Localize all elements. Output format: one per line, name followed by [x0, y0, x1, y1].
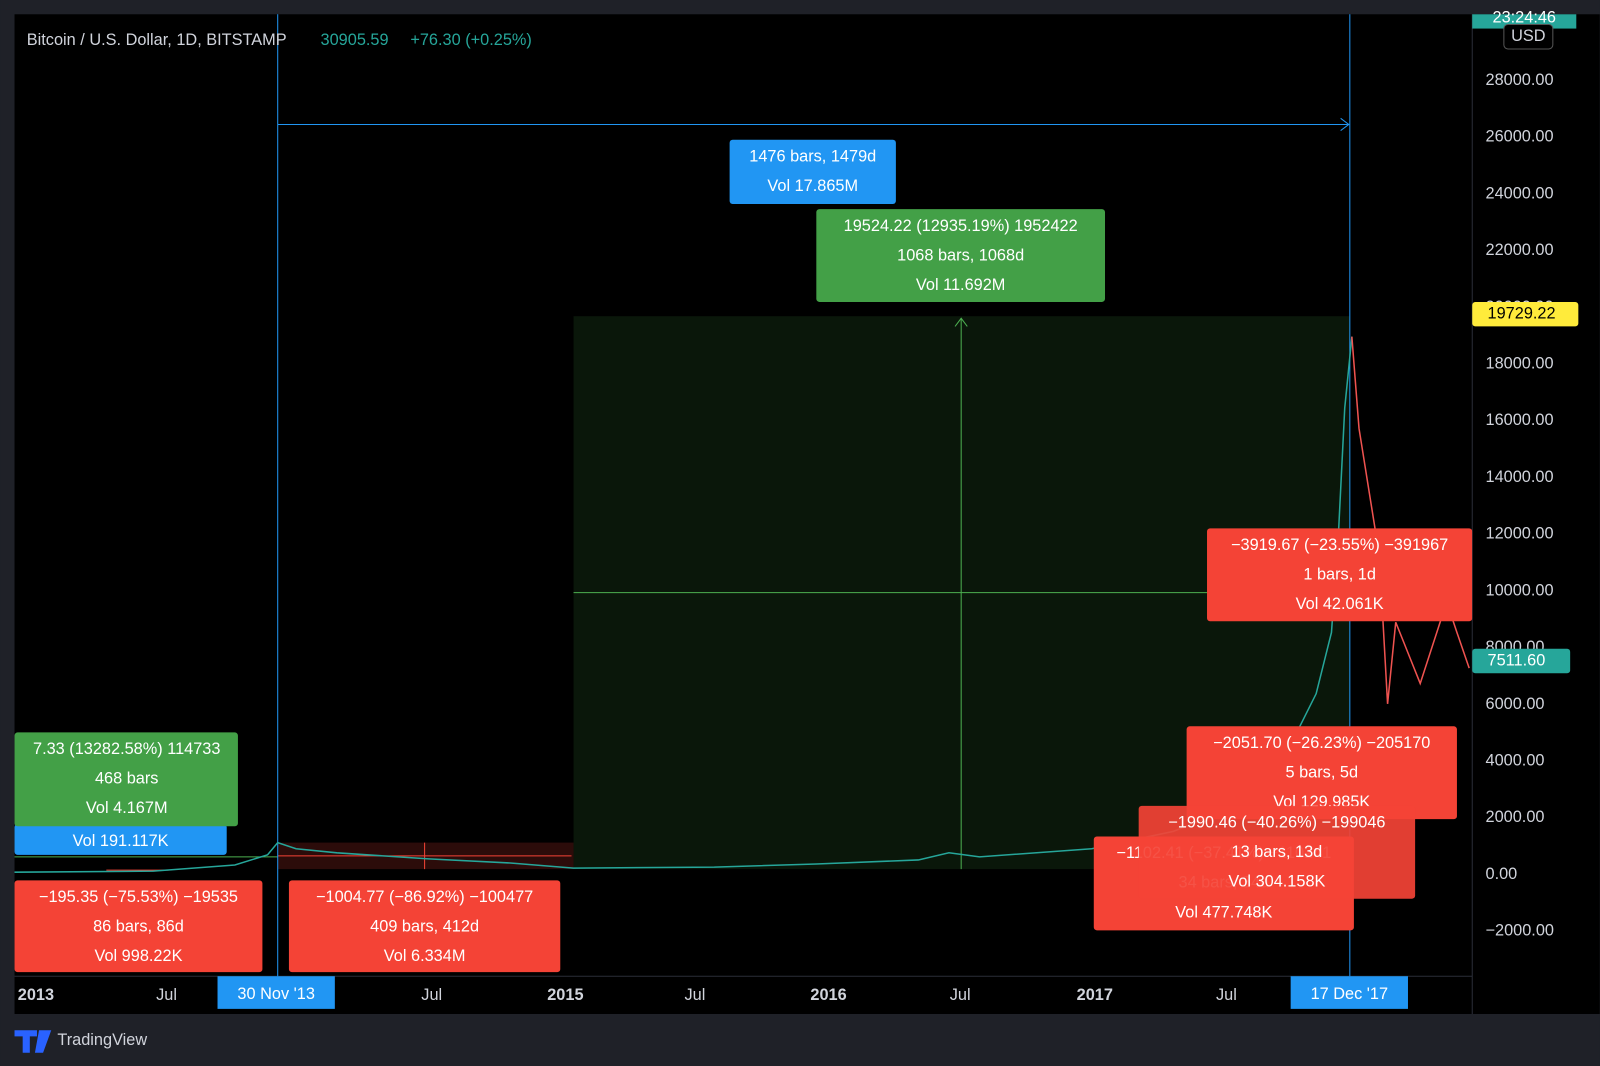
- measure-text: 1 bars, 1d: [1303, 566, 1376, 584]
- price-tick-label: 28000.00: [1486, 71, 1554, 89]
- time-tick-label: 2013: [18, 986, 54, 1004]
- measure-text: −2051.70 (−26.23%) −205170: [1213, 734, 1430, 752]
- measure-text: 409 bars, 412d: [370, 918, 479, 936]
- currency-badge: [1503, 23, 1554, 50]
- high-badge: [1472, 301, 1579, 327]
- arrow: [954, 317, 968, 327]
- last-label: 7511.60: [1488, 651, 1546, 669]
- price-tick-label: 22000.00: [1486, 241, 1554, 259]
- measure-text: Vol 17.865M: [767, 177, 858, 195]
- price-tick-label: 16000.00: [1486, 411, 1554, 429]
- measure-text: 5 bars, 5d: [1286, 764, 1359, 782]
- measure-box: [14, 732, 238, 827]
- measure-box: [1138, 805, 1416, 899]
- measure-box: [288, 880, 561, 973]
- price: 30905.59: [321, 31, 389, 49]
- measure-box: [729, 139, 896, 205]
- measure-text: −195.35 (−75.53%) −19535: [39, 888, 238, 906]
- measure-text: −1004.77 (−86.92%) −100477: [316, 888, 533, 906]
- currency: USD: [1511, 27, 1545, 45]
- measure-box: [14, 824, 227, 855]
- measure-box: [14, 880, 263, 973]
- measure-text: 1068 bars, 1068d: [897, 246, 1024, 264]
- date-marker: [1290, 976, 1408, 1009]
- time-tick-label: Jul: [1216, 986, 1237, 1004]
- change: +76.30 (+0.25%): [410, 31, 532, 49]
- measure-text: Vol 6.334M: [384, 947, 466, 965]
- high-label: 19729.22: [1488, 305, 1556, 323]
- price-tick-label: 0.00: [1486, 865, 1518, 883]
- last-badge: [1472, 648, 1571, 674]
- measure-text: Vol 477.748K: [1175, 903, 1272, 921]
- brand: TradingView: [57, 1031, 147, 1049]
- price-tick-label: 10000.00: [1486, 581, 1554, 599]
- price-tick-label: −2000.00: [1486, 922, 1555, 940]
- time-tick-label: 2016: [810, 986, 846, 1004]
- measure-text: −1990.46 (−40.26%) −199046: [1168, 814, 1385, 832]
- price-tick-label: 14000.00: [1486, 468, 1554, 486]
- measure-text: Vol 4.167M: [86, 799, 168, 817]
- date-marker-label: 30 Nov '13: [237, 985, 314, 1003]
- time-tick-label: Jul: [685, 986, 706, 1004]
- measure-text: −3919.67 (−23.55%) −391967: [1231, 536, 1448, 554]
- measure-box: [816, 209, 1106, 302]
- arrow: [1340, 117, 1350, 131]
- price-tick-label: 4000.00: [1486, 752, 1545, 770]
- measure-text: 7.33 (13282.58%) 114733: [33, 740, 220, 758]
- date-marker-label: 17 Dec '17: [1311, 985, 1388, 1003]
- measure-text: Vol 191.117K: [73, 832, 169, 850]
- clock: 23:24:46: [1493, 9, 1557, 27]
- price-tick-label: 18000.00: [1486, 354, 1554, 372]
- price-tick-label: 12000.00: [1486, 525, 1554, 543]
- measure-box: [1186, 726, 1457, 820]
- price-tick-label: 2000.00: [1486, 808, 1545, 826]
- measure-text: Vol 998.22K: [94, 947, 182, 965]
- date-marker: [217, 976, 335, 1009]
- measure-text: Vol 304.158K: [1228, 873, 1325, 891]
- price-tick-label: 6000.00: [1486, 695, 1545, 713]
- logo: [14, 1030, 52, 1053]
- measure-text: 86 bars, 86d: [93, 918, 184, 936]
- measure-text: Vol 42.061K: [1296, 595, 1384, 613]
- time-tick-label: Jul: [950, 986, 971, 1004]
- price-tick-label: 26000.00: [1486, 128, 1554, 146]
- time-tick-label: Jul: [156, 986, 177, 1004]
- symbol: Bitcoin / U.S. Dollar, 1D, BITSTAMP: [27, 31, 287, 49]
- measure-text: 19524.22 (12935.19%) 1952422: [844, 217, 1078, 235]
- measure-text: 13 bars, 13d: [1232, 843, 1323, 861]
- measure-text: 468 bars: [95, 770, 158, 788]
- price-line: [14, 336, 1353, 873]
- measure-box: [1207, 528, 1473, 622]
- time-tick-label: 2017: [1077, 986, 1113, 1004]
- measure-text: 1476 bars, 1479d: [749, 147, 876, 165]
- time-tick-label: Jul: [421, 986, 442, 1004]
- measure-text: Vol 11.692M: [916, 276, 1005, 294]
- time-tick-label: 2015: [547, 986, 583, 1004]
- price-tick-label: 24000.00: [1486, 184, 1554, 202]
